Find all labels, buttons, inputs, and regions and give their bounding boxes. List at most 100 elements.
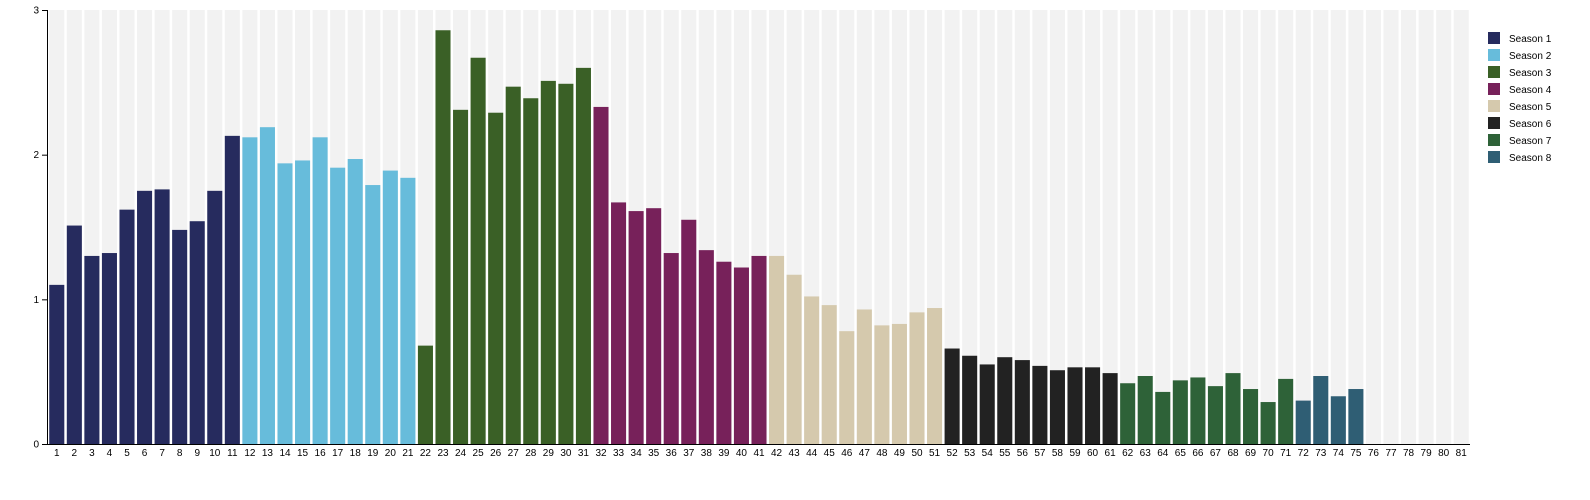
x-tick-label: 58 (1052, 448, 1064, 459)
bar-episode-44[interactable] (804, 296, 820, 444)
bar-episode-28[interactable] (523, 98, 539, 444)
bar-episode-57[interactable] (1032, 365, 1048, 444)
bar-episode-3[interactable] (84, 255, 100, 444)
legend-swatch (1488, 83, 1500, 95)
bar-episode-73[interactable] (1313, 376, 1329, 444)
bar-episode-1[interactable] (49, 284, 65, 444)
bar-episode-32[interactable] (593, 106, 609, 444)
bar-episode-53[interactable] (962, 355, 978, 444)
bar-episode-40[interactable] (733, 267, 749, 444)
bar-episode-20[interactable] (382, 170, 398, 444)
bar-episode-29[interactable] (540, 80, 556, 445)
bar-episode-11[interactable] (224, 135, 240, 445)
bar-episode-47[interactable] (856, 309, 872, 444)
x-tick-label: 22 (420, 448, 432, 459)
bar-episode-45[interactable] (821, 305, 837, 444)
bar-episode-36[interactable] (663, 253, 679, 444)
bar-episode-8[interactable] (172, 229, 188, 444)
bar-episode-55[interactable] (997, 357, 1013, 444)
bar-episode-74[interactable] (1330, 396, 1346, 444)
bar-episode-23[interactable] (435, 30, 451, 445)
x-tick-label: 37 (683, 448, 695, 459)
bar-episode-4[interactable] (101, 253, 117, 444)
bar-episode-39[interactable] (716, 261, 732, 444)
bar-episode-63[interactable] (1137, 376, 1153, 444)
x-tick-label: 78 (1403, 448, 1415, 459)
bar-episode-6[interactable] (137, 190, 153, 444)
bar-episode-22[interactable] (417, 345, 433, 444)
bar-episode-66[interactable] (1190, 377, 1206, 444)
bar-episode-9[interactable] (189, 221, 205, 444)
bar-episode-64[interactable] (1155, 391, 1171, 444)
bar-episode-38[interactable] (698, 250, 714, 444)
column-background (1032, 10, 1048, 444)
column-background (1225, 10, 1241, 444)
column-background (1278, 10, 1294, 444)
bar-episode-46[interactable] (839, 331, 855, 444)
bar-episode-33[interactable] (611, 202, 627, 444)
column-background (997, 10, 1013, 444)
bar-episode-24[interactable] (453, 109, 469, 444)
bar-episode-75[interactable] (1348, 389, 1364, 444)
bar-episode-54[interactable] (979, 364, 995, 444)
bar-episode-61[interactable] (1102, 373, 1118, 444)
bar-episode-26[interactable] (488, 112, 504, 445)
bar-episode-42[interactable] (769, 255, 785, 444)
legend-label: Season 3 (1509, 68, 1552, 79)
bar-episode-60[interactable] (1085, 367, 1101, 444)
column-background (1401, 10, 1417, 444)
bar-episode-69[interactable] (1243, 389, 1259, 444)
bar-episode-56[interactable] (1014, 360, 1030, 444)
bar-episode-71[interactable] (1278, 378, 1294, 444)
bar-episode-2[interactable] (66, 225, 82, 444)
x-tick-label: 25 (473, 448, 485, 459)
x-tick-label: 1 (54, 448, 60, 459)
x-tick-label: 69 (1245, 448, 1257, 459)
bar-episode-31[interactable] (575, 67, 591, 444)
bar-episode-18[interactable] (347, 159, 363, 445)
bar-episode-68[interactable] (1225, 373, 1241, 444)
bar-episode-19[interactable] (365, 185, 381, 444)
bar-episode-72[interactable] (1295, 400, 1311, 444)
bar-episode-48[interactable] (874, 325, 890, 444)
bar-episode-25[interactable] (470, 57, 486, 445)
bar-episode-59[interactable] (1067, 367, 1083, 444)
bar-episode-49[interactable] (891, 323, 907, 444)
x-tick-label: 26 (490, 448, 502, 459)
bar-episode-16[interactable] (312, 137, 328, 444)
x-tick-label: 66 (1192, 448, 1204, 459)
x-tick-label: 67 (1210, 448, 1222, 459)
x-tick-label: 72 (1298, 448, 1310, 459)
bar-episode-21[interactable] (400, 177, 416, 444)
bar-episode-37[interactable] (681, 219, 697, 444)
bar-episode-17[interactable] (330, 167, 346, 445)
bar-episode-62[interactable] (1120, 383, 1136, 444)
bar-episode-7[interactable] (154, 189, 170, 444)
x-tick-label: 60 (1087, 448, 1099, 459)
bar-episode-34[interactable] (628, 211, 644, 444)
bar-episode-41[interactable] (751, 255, 767, 444)
legend-swatch (1488, 100, 1500, 112)
bar-episode-67[interactable] (1207, 386, 1223, 444)
bar-episode-14[interactable] (277, 163, 293, 444)
bar-episode-12[interactable] (242, 137, 258, 444)
bar-episode-65[interactable] (1172, 380, 1188, 444)
bar-episode-15[interactable] (295, 160, 311, 444)
bar-episode-50[interactable] (909, 312, 925, 444)
bar-episode-70[interactable] (1260, 402, 1276, 444)
bar-episode-58[interactable] (1049, 370, 1065, 444)
bar-episode-27[interactable] (505, 86, 521, 444)
x-tick-label: 30 (560, 448, 572, 459)
bar-episode-52[interactable] (944, 348, 960, 444)
bar-episode-30[interactable] (558, 83, 574, 444)
bar-episode-43[interactable] (786, 274, 802, 444)
bar-episode-13[interactable] (259, 127, 275, 445)
legend-label: Season 2 (1509, 51, 1552, 62)
legend-swatch (1488, 49, 1500, 61)
bar-episode-5[interactable] (119, 209, 135, 444)
bar-episode-51[interactable] (927, 308, 943, 444)
x-tick-label: 7 (159, 448, 165, 459)
axes: 1 2 3 4 5 6 7 8 9 10 11 12 13 14 15 16 17 18 19 20 21 22 23 24 2… (33, 6, 1470, 459)
bar-episode-10[interactable] (207, 190, 223, 444)
bar-episode-35[interactable] (646, 208, 662, 444)
